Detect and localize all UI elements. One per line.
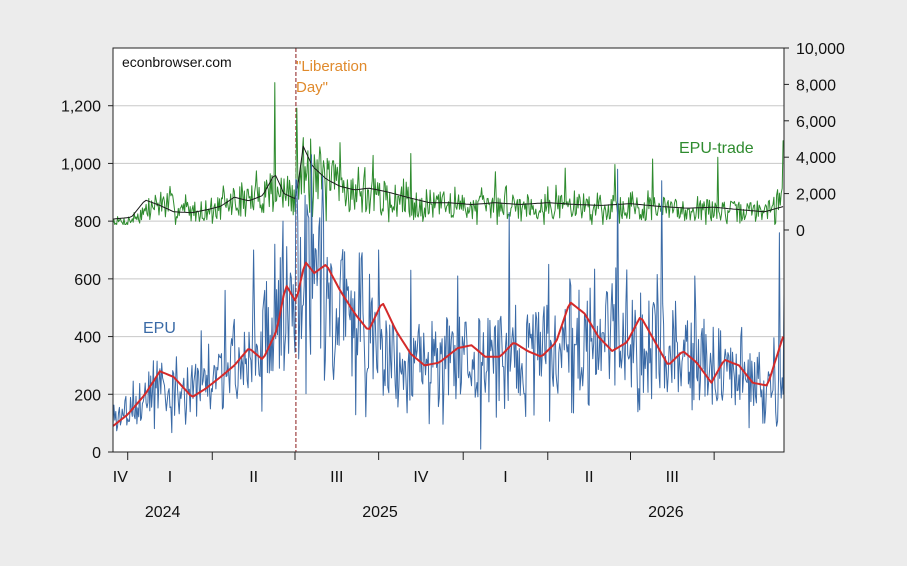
source-label: econbrowser.com — [122, 54, 232, 70]
quarter-label: I — [168, 469, 172, 486]
quarter-label: IV — [113, 469, 128, 486]
left-tick-label: 800 — [74, 214, 101, 231]
series-line-epu-trade — [112, 82, 784, 225]
plot-border — [112, 47, 785, 453]
quarter-label: IV — [413, 469, 428, 486]
series-line-epu — [112, 154, 785, 450]
annotation-label-line1: "Liberation — [296, 58, 367, 75]
right-tick-label: 2,000 — [796, 187, 836, 204]
series-line-epu-average — [112, 261, 785, 427]
left-tick-label: 1,000 — [61, 156, 101, 173]
left-tick-label: 1,200 — [61, 99, 101, 116]
quarter-label: III — [330, 469, 343, 486]
right-tick-label: 8,000 — [796, 77, 836, 94]
left-tick-label: 200 — [74, 387, 101, 404]
year-label: 2025 — [362, 504, 398, 521]
right-tick-label: 0 — [796, 223, 805, 240]
year-label: 2026 — [648, 504, 684, 521]
right-tick-label: 10,000 — [796, 41, 845, 58]
series-layer — [112, 48, 785, 452]
year-label: 2024 — [145, 504, 181, 521]
quarter-label: II — [585, 469, 594, 486]
left-tick-label: 600 — [74, 272, 101, 289]
quarter-label: III — [666, 469, 679, 486]
annotation-label-line2: Day" — [296, 79, 328, 96]
series-line-epu-trade-average — [112, 145, 784, 220]
left-tick-label: 400 — [74, 330, 101, 347]
series-label-epu-trade: EPU-trade — [679, 140, 754, 157]
series-label-epu: EPU — [143, 320, 176, 337]
axes: 0 200 400 600 800 1,000 1,200 0 2,000 4,000 6,000 8… — [61, 41, 845, 521]
right-tick-label: 6,000 — [796, 114, 836, 131]
right-tick-label: 4,000 — [796, 150, 836, 167]
quarter-label: I — [503, 469, 507, 486]
quarter-label: II — [249, 469, 258, 486]
left-tick-label: 0 — [92, 445, 101, 462]
